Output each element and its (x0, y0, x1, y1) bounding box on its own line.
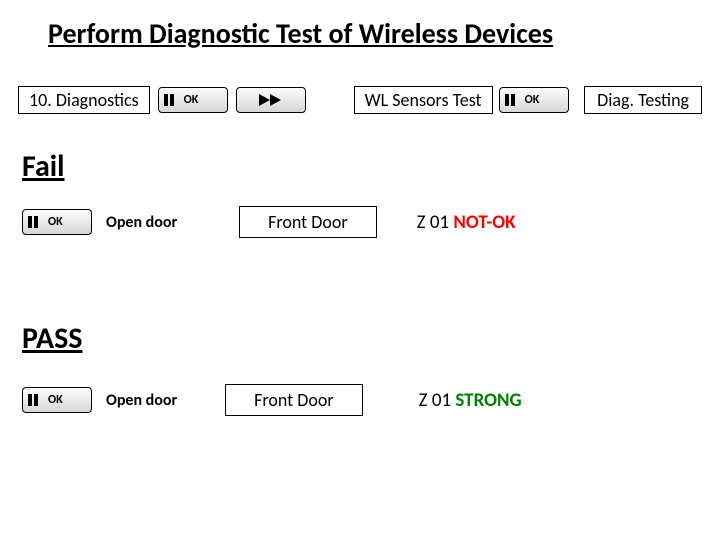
diag-testing-box: Diag. Testing (584, 86, 702, 114)
fast-forward-icon (257, 93, 285, 107)
fail-heading: Fail (22, 148, 65, 185)
pass-heading: PASS (22, 320, 82, 357)
ok-button-fail[interactable]: OK (22, 209, 92, 235)
zone-prefix-fail: Z 01 (417, 211, 454, 234)
fast-forward-button[interactable] (236, 87, 306, 113)
ok-button-label: OK (48, 393, 63, 407)
zone-status-text-fail: NOT-OK (453, 211, 515, 234)
step-row: 10. Diagnostics OK WL Sensors Test OK (18, 86, 569, 114)
ok-button-label: OK (525, 93, 540, 107)
pass-row: OK Open door Front Door Z 01 STRONG (22, 384, 522, 416)
wl-sensors-box: WL Sensors Test (354, 86, 493, 114)
zone-status-pass: Z 01 STRONG (419, 389, 522, 412)
ok-button-label: OK (48, 215, 63, 229)
ok-button-2[interactable]: OK (499, 87, 569, 113)
page-title: Perform Diagnostic Test of Wireless Devi… (48, 16, 553, 51)
info-pause-icon (163, 93, 181, 107)
fail-row: OK Open door Front Door Z 01 NOT-OK (22, 206, 516, 238)
zone-prefix-pass: Z 01 (419, 389, 456, 412)
ok-button-pass[interactable]: OK (22, 387, 92, 413)
front-door-box-pass: Front Door (225, 384, 362, 416)
info-pause-icon (504, 93, 522, 107)
open-door-label-pass: Open door (106, 391, 177, 410)
ok-button-1[interactable]: OK (158, 87, 228, 113)
info-pause-icon (27, 215, 45, 229)
info-pause-icon (27, 393, 45, 407)
open-door-label-fail: Open door (106, 213, 177, 232)
zone-status-text-pass: STRONG (455, 389, 521, 412)
zone-status-fail: Z 01 NOT-OK (417, 211, 516, 234)
diagnostics-box: 10. Diagnostics (18, 86, 150, 114)
ok-button-label: OK (184, 93, 199, 107)
front-door-box-fail: Front Door (239, 206, 376, 238)
